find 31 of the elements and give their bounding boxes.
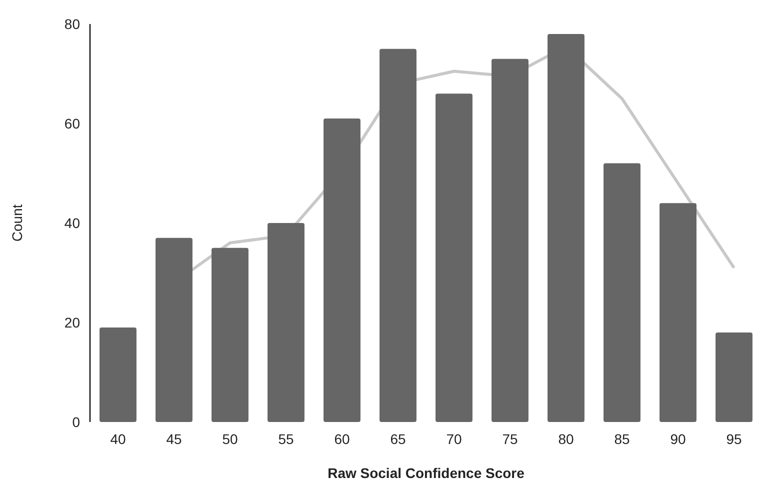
x-tick-label: 90: [670, 431, 686, 447]
y-tick-label: 20: [64, 314, 80, 330]
bar: [156, 238, 192, 422]
x-tick-label: 95: [726, 431, 742, 447]
y-tick-label: 0: [72, 414, 80, 430]
bar: [660, 203, 696, 422]
y-tick-label: 60: [64, 115, 80, 132]
x-tick-label: 45: [166, 431, 182, 447]
bar: [212, 248, 248, 422]
x-axis-title: Raw Social Confidence Score: [328, 465, 525, 481]
y-axis-title: Count: [9, 204, 25, 242]
bar: [380, 48, 416, 422]
bar: [436, 94, 472, 422]
x-tick-label: 85: [614, 431, 630, 447]
x-tick-label: 55: [278, 431, 294, 447]
bar: [604, 163, 640, 422]
bar: [268, 223, 304, 422]
x-tick-label: 75: [502, 431, 518, 447]
x-tick-label: 40: [110, 431, 126, 447]
bar: [548, 34, 584, 422]
bar: [492, 58, 528, 422]
bar: [100, 327, 136, 422]
y-tick-label: 40: [64, 214, 80, 231]
x-tick-label: 65: [390, 431, 406, 447]
bar: [716, 332, 752, 422]
bar: [324, 118, 360, 422]
x-tick-label: 70: [446, 431, 462, 447]
x-tick-label: 60: [334, 431, 350, 447]
x-tick-label: 50: [222, 431, 238, 447]
y-tick-label: 80: [64, 16, 80, 32]
x-tick-label: 80: [558, 431, 574, 447]
